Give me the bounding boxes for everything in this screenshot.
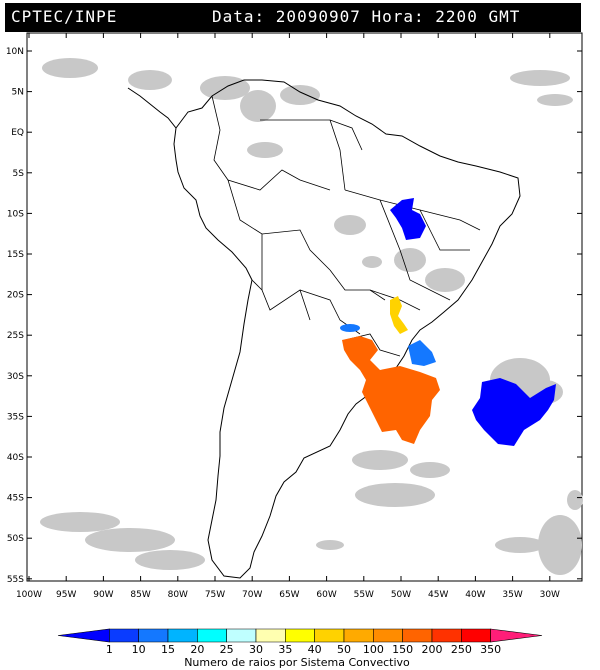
latitude-axis: 10N 5N EQ 5S 10S 15S 20S 25S 30S 35S 40S 45S 50S 55S	[6, 47, 582, 585]
cell-blue-1	[390, 198, 426, 240]
central-america-coast	[127, 87, 177, 129]
cell-yellow-1	[390, 296, 408, 334]
colorbar-tick-label: 40	[308, 643, 322, 656]
colorbar-swatch	[343, 628, 374, 643]
colorbar-swatch	[226, 628, 257, 643]
lon-label: 95W	[56, 590, 76, 600]
colorbar-tick-label: 1	[106, 643, 113, 656]
colorbar-swatch	[138, 628, 169, 643]
colorbar-tick-label: 150	[392, 643, 413, 656]
lat-label: 10S	[7, 209, 24, 219]
colorbar-tick-label: 50	[337, 643, 351, 656]
lat-label: 40S	[7, 453, 24, 463]
colorbar-swatch	[461, 628, 491, 643]
lon-label: 35W	[502, 590, 522, 600]
lon-label: 65W	[279, 590, 299, 600]
colorbar-swatch	[255, 628, 286, 643]
lon-label: 75W	[205, 590, 225, 600]
colorbar-tick-label: 20	[190, 643, 204, 656]
lon-label: 85W	[130, 590, 150, 600]
colorbar-swatch	[197, 628, 227, 643]
lat-label: 45S	[7, 494, 24, 504]
colorbar-swatch	[285, 628, 315, 643]
colorbar-swatch	[314, 628, 345, 643]
colorbar-tick-label: 100	[363, 643, 384, 656]
colorbar-tick-label: 25	[220, 643, 234, 656]
colorbar-swatch	[402, 628, 433, 643]
lat-label: 50S	[7, 534, 24, 544]
colorbar-tick-label: 35	[278, 643, 292, 656]
lon-label: 80W	[168, 590, 188, 600]
colorbar-swatch	[373, 628, 403, 643]
lon-label: 40W	[465, 590, 485, 600]
colorbar-tick-label: 10	[132, 643, 146, 656]
lightning-cells	[340, 198, 556, 446]
lat-label: 30S	[7, 372, 24, 382]
colorbar-tick-label: 200	[422, 643, 443, 656]
country-borders	[211, 95, 481, 357]
colorbar-swatch	[167, 628, 198, 643]
lat-label: 15S	[7, 250, 24, 260]
lon-label: 30W	[540, 590, 560, 600]
cell-orange-1	[342, 336, 440, 444]
colorbar-label: Numero de raios por Sistema Convectivo	[184, 656, 410, 669]
map-frame	[26, 32, 583, 582]
lat-label: 5S	[13, 169, 25, 179]
colorbar-tick-label: 250	[451, 643, 472, 656]
lon-label: 45W	[428, 590, 448, 600]
lon-label: 50W	[391, 590, 411, 600]
lon-label: 55W	[354, 590, 374, 600]
colorbar-swatch	[490, 628, 543, 643]
map-header: CPTEC/INPE Data: 20090907 Hora: 2200 GMT	[5, 3, 581, 32]
cell-blue-2	[340, 324, 360, 332]
lat-label: 5N	[12, 88, 24, 98]
south-america-coastline	[173, 79, 521, 579]
colorbar-tick-label: 350	[480, 643, 501, 656]
cloud-cover	[40, 58, 583, 575]
lat-label: 10N	[6, 47, 24, 57]
header-source: CPTEC/INPE	[11, 7, 118, 26]
header-datetime: Data: 20090907 Hora: 2200 GMT	[212, 7, 521, 26]
colorbar-swatch	[431, 628, 462, 643]
lat-label: 55S	[7, 575, 24, 585]
lat-label: 20S	[7, 291, 24, 301]
lon-label: 70W	[242, 590, 262, 600]
lat-label: 35S	[7, 412, 24, 422]
colorbar-swatch	[109, 628, 139, 643]
longitude-axis: 100W 95W 90W 85W 80W 75W 70W 65W 60W 55W 50W 45W 40W…	[16, 33, 560, 600]
colorbar-swatch	[57, 628, 110, 643]
lon-label: 90W	[93, 590, 113, 600]
lat-label: EQ	[11, 128, 24, 138]
lon-label: 100W	[16, 590, 42, 600]
colorbar-tick-label: 15	[161, 643, 175, 656]
lon-label: 60W	[316, 590, 336, 600]
colorbar: 1 10 15 20 25 30 35 40 50 100 150 200 250 350	[57, 628, 543, 656]
cell-lightblue-1	[408, 340, 436, 366]
lat-label: 25S	[7, 331, 24, 341]
cell-blue-3	[472, 378, 556, 446]
colorbar-tick-label: 30	[249, 643, 263, 656]
